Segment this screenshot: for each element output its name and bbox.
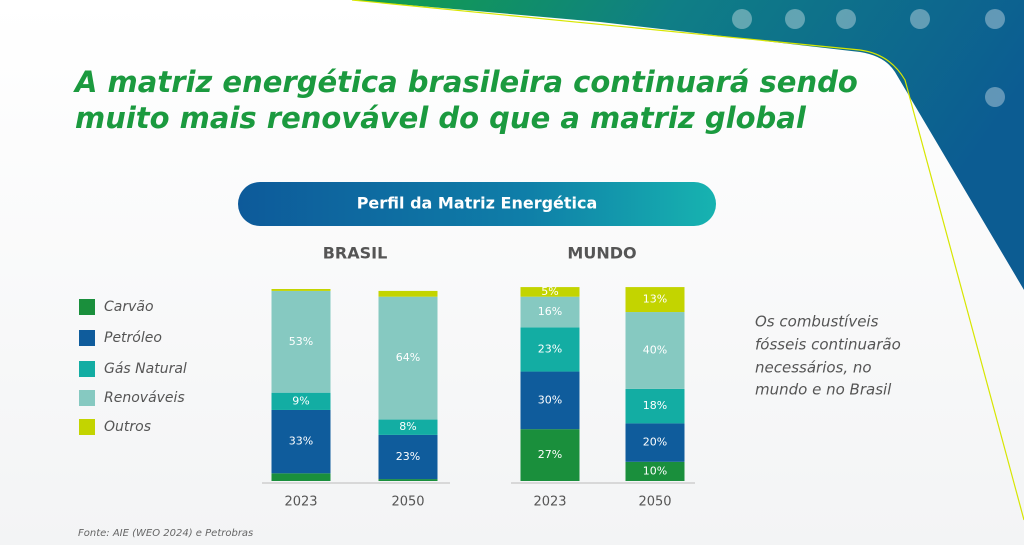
x-tick-label: 2023: [533, 495, 566, 510]
bar-segment: [378, 296, 438, 420]
legend-label: Carvão: [104, 299, 154, 315]
legend-swatch: [79, 299, 95, 315]
legend-swatch: [79, 390, 95, 406]
x-tick-label: 2023: [284, 495, 317, 510]
bar-segment: [271, 409, 331, 474]
legend-swatch: [79, 330, 95, 346]
bar-segment: [271, 290, 331, 393]
header: Perfil da Matriz Energética: [357, 194, 598, 213]
bar-segment: [271, 392, 331, 410]
bar-segment: [271, 289, 331, 291]
source: Fonte: AIE (WEO 2024) e Petrobras: [78, 528, 253, 539]
legend-label: Renováveis: [104, 390, 185, 406]
legend-swatch: [79, 419, 95, 435]
value-label: 23%: [538, 342, 562, 355]
value-label: 9%: [292, 394, 309, 407]
value-label: 27%: [538, 448, 562, 461]
chart-title: BRASIL: [323, 244, 388, 263]
legend-label: Gás Natural: [104, 361, 187, 377]
note-line: Os combustíveis: [755, 313, 879, 331]
bar-segment: [625, 287, 685, 313]
value-label: 64%: [396, 351, 420, 364]
legend-label: Outros: [104, 419, 151, 435]
bar-segment: [520, 287, 580, 297]
title-line: A matriz energética brasileira continuar…: [73, 65, 858, 99]
note-line: necessários, no: [755, 359, 872, 377]
value-label: 30%: [538, 393, 562, 406]
value-label: 16%: [538, 305, 562, 318]
bar-segment: [625, 312, 685, 389]
decoration: [352, 0, 1024, 290]
bar-segment: [378, 479, 438, 481]
note-line: fósseis continuarão: [755, 336, 901, 354]
bar-segment: [378, 419, 438, 435]
value-label: 33%: [289, 435, 313, 448]
value-label: 40%: [643, 343, 667, 356]
decoration-line: [351, 0, 1024, 521]
value-label: 8%: [399, 420, 416, 433]
bar-segment: [520, 429, 580, 481]
bar-segment: [520, 371, 580, 430]
bar-segment: [625, 388, 685, 424]
bar-segment: [625, 461, 685, 481]
value-label: 10%: [643, 464, 667, 477]
legend-label: Petróleo: [104, 330, 162, 346]
bar-segment: [378, 434, 438, 480]
value-label: 23%: [396, 450, 420, 463]
bar-segment: [625, 423, 685, 462]
bar-segment: [271, 473, 331, 481]
bar-segment: [520, 296, 580, 328]
note-line: mundo e no Brasil: [755, 381, 892, 399]
value-label: 13%: [643, 293, 667, 306]
value-label: 53%: [289, 335, 313, 348]
value-label: 18%: [643, 399, 667, 412]
value-label: 5%: [541, 285, 558, 298]
value-label: 20%: [643, 436, 667, 449]
header-pill: [238, 182, 716, 226]
title-line: muito mais renovável do que a matriz glo…: [75, 101, 807, 135]
bar-segment: [520, 327, 580, 372]
legend-swatch: [79, 361, 95, 377]
bar-segment: [378, 290, 438, 297]
dots: [732, 9, 1005, 107]
x-tick-label: 2050: [391, 495, 424, 510]
x-tick-label: 2050: [638, 495, 671, 510]
chart-title: MUNDO: [567, 244, 636, 263]
